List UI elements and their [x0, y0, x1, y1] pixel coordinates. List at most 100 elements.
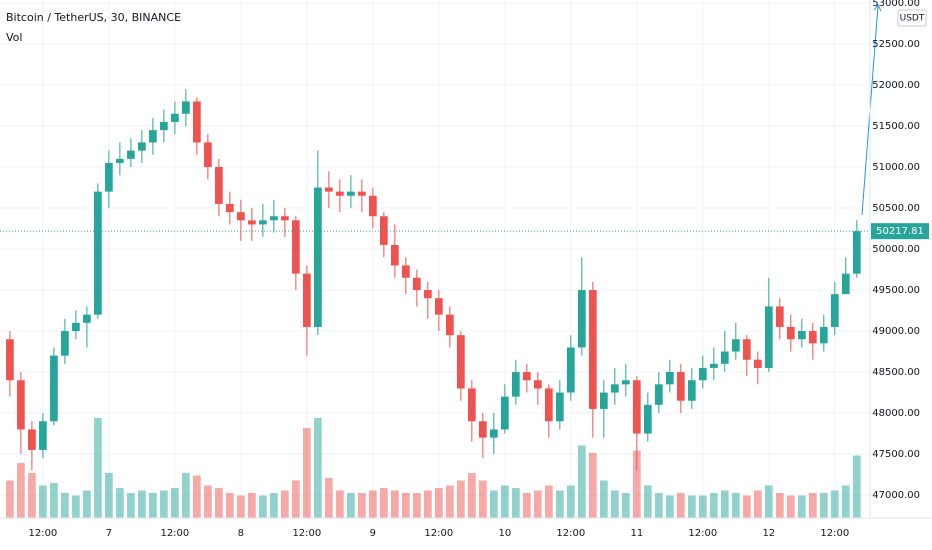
currency-label: USDT	[900, 14, 925, 24]
candle-body	[808, 331, 817, 344]
candle-body	[665, 372, 674, 385]
candle-body	[347, 191, 355, 196]
volume-bar	[533, 490, 542, 518]
volume-bar	[500, 485, 509, 518]
volume-bar	[511, 488, 520, 518]
candle-body	[654, 384, 663, 405]
candle-body	[105, 162, 113, 192]
candle-body	[358, 191, 366, 196]
candle-body	[138, 142, 146, 151]
volume-bar	[544, 485, 553, 518]
volume-bar	[171, 488, 179, 518]
y-tick-label: 48500.00	[872, 367, 920, 378]
candle-body	[116, 158, 124, 163]
candle-body	[127, 150, 135, 159]
volume-bar	[555, 490, 564, 518]
candle-body	[303, 273, 311, 327]
candle-body	[819, 326, 828, 344]
volume-bar	[94, 418, 102, 518]
candle-body	[17, 380, 25, 430]
volume-bar	[709, 493, 718, 518]
volume-bar	[753, 490, 762, 518]
volume-bar	[577, 445, 586, 518]
candle-body	[632, 380, 641, 434]
candle-body	[369, 195, 377, 217]
volume-bar	[632, 450, 641, 518]
y-tick-label: 50500.00	[872, 203, 920, 214]
volume-bar	[467, 473, 476, 518]
candle-body	[204, 142, 212, 168]
candle-body	[731, 339, 740, 352]
candle-body	[314, 187, 322, 327]
candle-body	[6, 339, 14, 381]
volume-bar	[764, 485, 773, 518]
volume-bar	[687, 495, 696, 518]
chart-title: Bitcoin / TetherUS, 30, BINANCE	[6, 11, 181, 24]
candle-body	[435, 298, 443, 315]
candle-body	[753, 359, 762, 368]
candle-body	[281, 216, 289, 221]
volume-bar	[456, 480, 465, 518]
volume-bar	[830, 490, 839, 518]
volume-bar	[17, 463, 25, 518]
x-tick-label: 12:00	[820, 528, 849, 539]
candle-body	[489, 429, 498, 438]
x-tick-label: 12	[762, 528, 775, 539]
volume-bar	[358, 493, 366, 518]
volume-bar	[621, 493, 630, 518]
candle-body	[445, 314, 454, 336]
candle-body	[215, 167, 223, 204]
y-tick-label: 53000.00	[872, 0, 920, 9]
candle-body	[742, 339, 751, 360]
candle-body	[797, 331, 806, 340]
y-tick-label: 51000.00	[872, 162, 920, 173]
volume-bar	[380, 488, 388, 518]
candle-body	[544, 388, 553, 422]
volume-bar	[797, 495, 806, 518]
volume-bar	[149, 493, 157, 518]
x-tick-label: 10	[498, 528, 511, 539]
candle-body	[764, 306, 773, 368]
volume-bar	[445, 485, 454, 518]
y-tick-label: 52000.00	[872, 80, 920, 91]
candle-body	[709, 363, 718, 368]
volume-bar	[50, 483, 58, 518]
candle-body	[456, 335, 465, 389]
volume-bar	[314, 418, 322, 518]
volume-bar	[731, 493, 740, 518]
volume-bar	[248, 493, 256, 518]
x-tick-label: 12:00	[688, 528, 717, 539]
volume-bar	[391, 490, 399, 518]
volume-bar	[193, 475, 201, 518]
x-tick-label: 11	[630, 528, 643, 539]
candle-body	[391, 244, 399, 266]
y-tick-label: 47000.00	[872, 490, 920, 501]
volume-bar	[61, 493, 69, 518]
candle-body	[478, 421, 487, 438]
candle-body	[511, 372, 520, 397]
volume-bar	[588, 453, 597, 518]
volume-bar	[424, 490, 432, 518]
x-tick-label: 7	[106, 528, 112, 539]
candle-body	[292, 220, 300, 274]
candle-body	[259, 220, 267, 225]
volume-bar	[105, 473, 113, 518]
candle-body	[643, 404, 652, 434]
volume-bar	[698, 495, 707, 518]
candle-body	[775, 306, 784, 327]
candle-body	[160, 121, 168, 131]
candle-body	[676, 372, 685, 401]
candle-body	[270, 216, 278, 221]
volume-bar	[643, 485, 652, 518]
volume-bar	[841, 485, 850, 518]
y-tick-label: 52500.00	[872, 39, 920, 50]
volume-bar	[478, 480, 487, 518]
candle-body	[610, 384, 619, 393]
candle-body	[50, 355, 58, 422]
volume-bar	[819, 493, 828, 518]
x-tick-label: 12:00	[556, 528, 585, 539]
candle-body	[94, 191, 102, 315]
volume-bar	[116, 488, 124, 518]
volume-bar	[720, 490, 729, 518]
volume-bar	[72, 495, 80, 518]
